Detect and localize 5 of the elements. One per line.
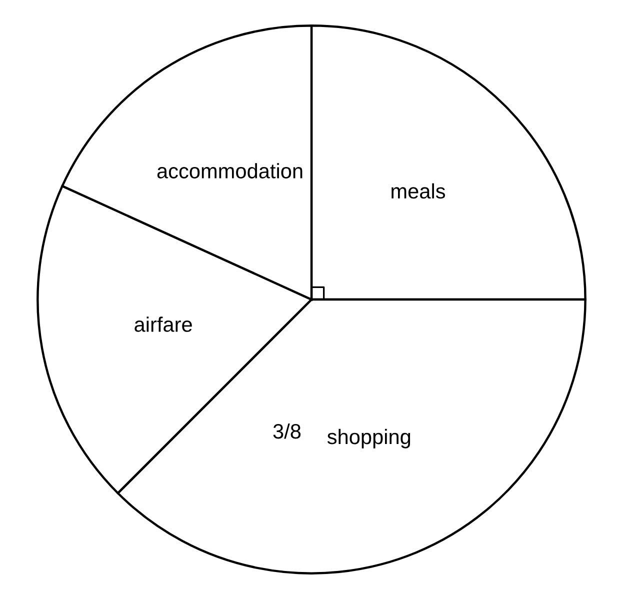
text: 3/8 xyxy=(273,423,301,439)
slice-label: accommodation xyxy=(157,163,302,178)
slice-label: meals xyxy=(392,183,446,199)
slice-label: airfare xyxy=(134,316,192,332)
slice-label: shopping xyxy=(327,428,410,448)
